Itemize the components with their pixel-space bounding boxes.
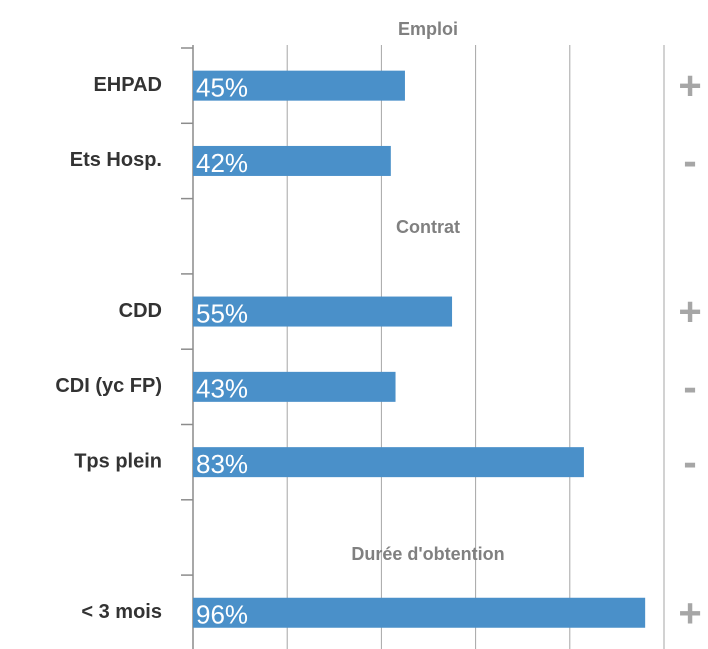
value-label: 55% — [196, 298, 248, 328]
bar — [193, 447, 584, 478]
section-header: Durée d'obtention — [351, 544, 504, 564]
category-label: CDD — [119, 300, 162, 322]
value-label: 96% — [196, 600, 248, 630]
category-label: Tps plein — [74, 450, 162, 472]
category-label: EHPAD — [93, 74, 162, 96]
category-label: CDI (yc FP) — [55, 375, 162, 397]
value-label: 45% — [196, 73, 248, 103]
value-label: 42% — [196, 148, 248, 178]
bar — [193, 371, 396, 402]
sign: + — [678, 591, 701, 635]
section-header: Emploi — [398, 19, 458, 39]
sign: - — [683, 365, 696, 409]
category-label: Ets Hosp. — [70, 149, 162, 171]
sign: - — [683, 441, 696, 485]
sign: + — [678, 290, 701, 334]
sign: - — [683, 140, 696, 184]
bar — [193, 70, 405, 101]
bar — [193, 145, 391, 176]
category-label: < 3 mois — [81, 601, 162, 623]
bar — [193, 597, 646, 628]
sign: + — [678, 64, 701, 108]
bar — [193, 296, 453, 327]
value-label: 43% — [196, 374, 248, 404]
section-header: Contrat — [396, 217, 460, 237]
value-label: 83% — [196, 449, 248, 479]
